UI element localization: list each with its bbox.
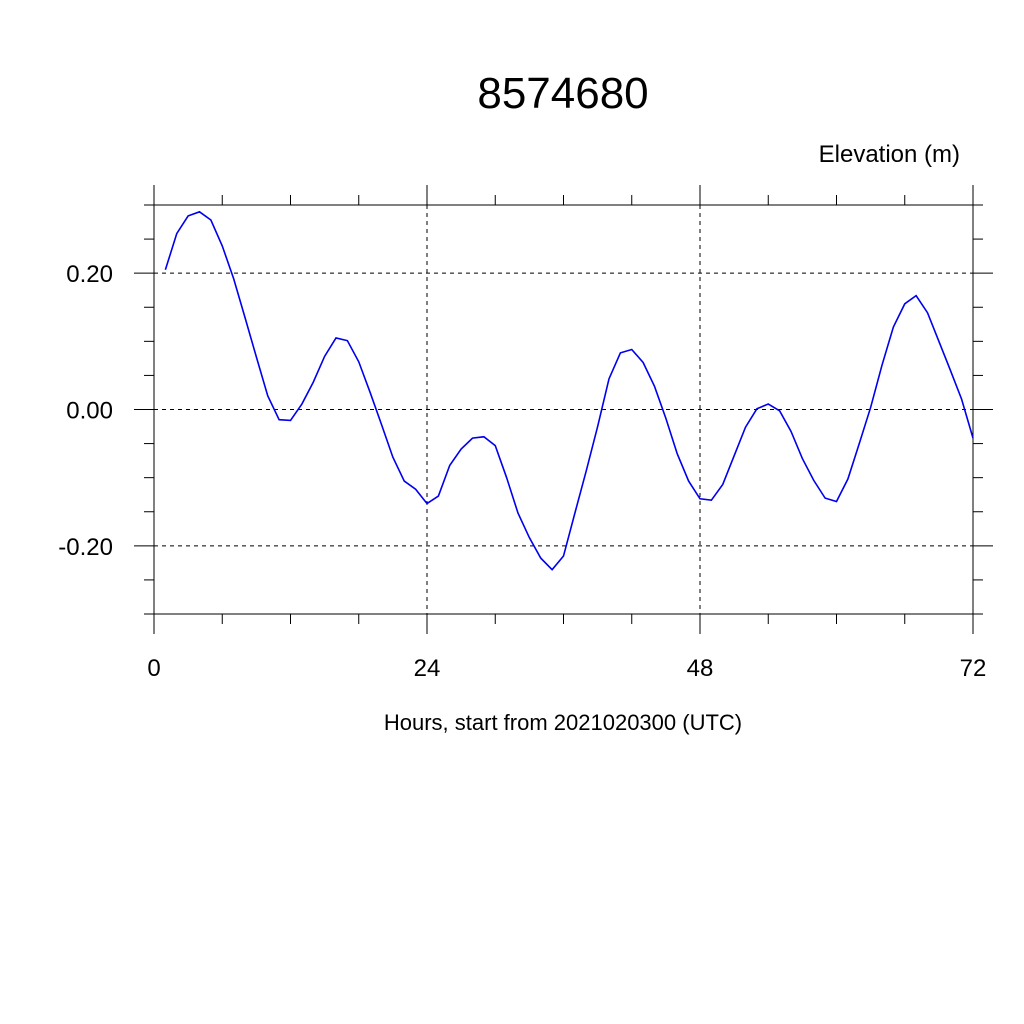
y-tick-label: 0.20 [66, 261, 113, 288]
x-tick-label: 24 [414, 655, 441, 682]
grid-lines [154, 205, 973, 614]
x-axis-label: Hours, start from 2021020300 (UTC) [384, 710, 742, 735]
series-line [164, 210, 974, 571]
y-tick-label: 0.00 [66, 398, 113, 425]
axis-ticks [134, 185, 993, 634]
series-layer [164, 210, 974, 571]
tick-labels: 0 24 48 72 -0.20 0.00 0.20 [58, 261, 986, 682]
chart-title: 8574680 [477, 69, 648, 118]
y-tick-label: -0.20 [58, 534, 113, 561]
plot-frame [153, 204, 974, 615]
x-tick-label: 72 [960, 655, 987, 682]
x-tick-label: 48 [687, 655, 714, 682]
y-axis-label: Elevation (m) [819, 141, 960, 168]
x-tick-label: 0 [147, 655, 160, 682]
